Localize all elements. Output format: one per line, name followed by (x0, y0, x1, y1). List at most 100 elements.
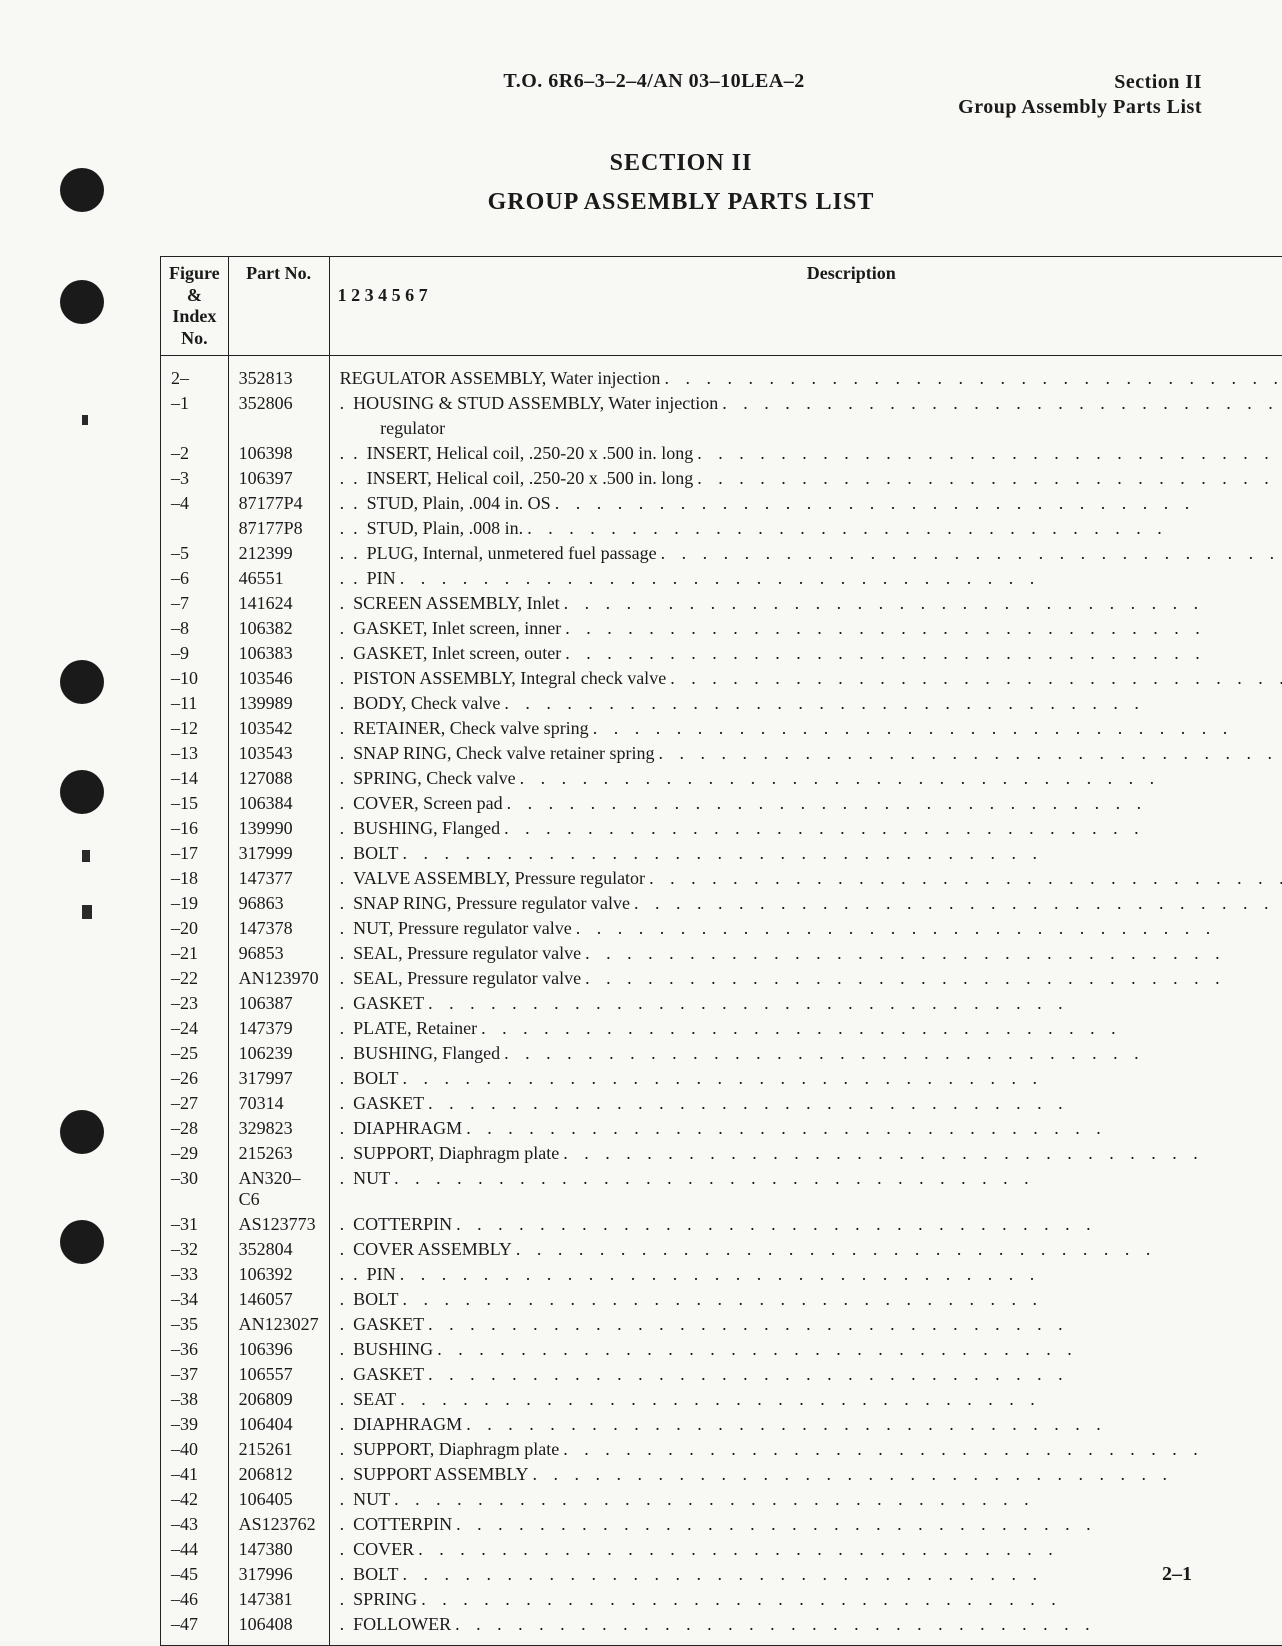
description-text: SEAL, Pressure regulator valve (353, 943, 581, 964)
indent-dots: . (340, 818, 354, 839)
leader-dots: . . . . . . . . . . . . . . . . . . . . … (581, 943, 1282, 964)
binder-hole (60, 770, 104, 814)
cell-description: . . PIN . . . . . . . . . . . . . . . . … (329, 566, 1282, 591)
cell-part-no: 106392 (228, 1262, 329, 1287)
leader-dots: . . . . . . . . . . . . . . . . . . . . … (693, 443, 1282, 464)
cell-part-no: 106398 (228, 441, 329, 466)
cell-index: –4 (161, 491, 229, 516)
cell-description: . . PIN . . . . . . . . . . . . . . . . … (329, 1262, 1282, 1287)
description-text: PLUG, Internal, unmetered fuel passage (367, 543, 657, 564)
table-row: –37106557. GASKET . . . . . . . . . . . … (161, 1362, 1282, 1387)
cell-part-no: AN123970 (228, 966, 329, 991)
indent-dots: . (340, 893, 354, 914)
cell-part-no: 96863 (228, 891, 329, 916)
indent-dots: . (340, 1364, 354, 1385)
table-row: –14127088. SPRING, Check valve . . . . .… (161, 766, 1282, 791)
cell-index: –31 (161, 1212, 229, 1237)
description-text: HOUSING & STUD ASSEMBLY, Water injection (353, 393, 718, 414)
table-row: –23106387. GASKET . . . . . . . . . . . … (161, 991, 1282, 1016)
description-text: BUSHING, Flanged (353, 818, 500, 839)
indent-dots: . (340, 1239, 354, 1260)
cell-index: –28 (161, 1116, 229, 1141)
table-row: –22AN123970. SEAL, Pressure regulator va… (161, 966, 1282, 991)
table-row: –29215263. SUPPORT, Diaphragm plate . . … (161, 1141, 1282, 1166)
leader-dots: . . . . . . . . . . . . . . . . . . . . … (399, 843, 1282, 864)
leader-dots: . . . . . . . . . . . . . . . . . . . . … (396, 1264, 1282, 1285)
description-text: NUT (353, 1489, 390, 1510)
col-header-desc: Description 1 2 3 4 5 6 7 (329, 257, 1282, 356)
description-text: BUSHING (353, 1339, 433, 1360)
cell-index: –7 (161, 591, 229, 616)
cell-index: –41 (161, 1462, 229, 1487)
table-row: –9106383. GASKET, Inlet screen, outer . … (161, 641, 1282, 666)
description-text: SEAT (353, 1389, 396, 1410)
cell-index: –27 (161, 1091, 229, 1116)
leader-dots: . . . . . . . . . . . . . . . . . . . . … (581, 968, 1282, 989)
table-row: regulator (161, 416, 1282, 441)
table-row: –40215261. SUPPORT, Diaphragm plate . . … (161, 1437, 1282, 1462)
leader-dots: . . . . . . . . . . . . . . . . . . . . … (452, 1214, 1282, 1235)
table-row: –38206809. SEAT . . . . . . . . . . . . … (161, 1387, 1282, 1412)
cell-part-no: 147380 (228, 1537, 329, 1562)
leader-dots: . . . . . . . . . . . . . . . . . . . . … (523, 518, 1282, 539)
table-header-row: Figure & Index No. Part No. Description … (161, 257, 1282, 356)
list-title: GROUP ASSEMBLY PARTS LIST (160, 189, 1202, 216)
cell-index: –23 (161, 991, 229, 1016)
leader-dots: . . . . . . . . . . . . . . . . . . . . … (399, 1068, 1282, 1089)
table-row: –30AN320–C6. NUT . . . . . . . . . . . .… (161, 1166, 1282, 1212)
indent-dots: . . (340, 1264, 367, 1285)
indent-dots: . (340, 1389, 354, 1410)
leader-dots: . . . . . . . . . . . . . . . . . . . . … (660, 368, 1282, 389)
cell-part-no: 146057 (228, 1287, 329, 1312)
cell-description: . COVER . . . . . . . . . . . . . . . . … (329, 1537, 1282, 1562)
indent-dots: . (340, 1339, 354, 1360)
cell-index: –6 (161, 566, 229, 591)
cell-part-no: 96853 (228, 941, 329, 966)
description-text: STUD, Plain, .008 in. (367, 518, 524, 539)
desc-header-label: Description (338, 263, 1282, 285)
indent-dots: . (340, 843, 354, 864)
indent-dots: . (340, 918, 354, 939)
cell-description: . BOLT . . . . . . . . . . . . . . . . .… (329, 1066, 1282, 1091)
leader-dots: . . . . . . . . . . . . . . . . . . . . … (500, 693, 1282, 714)
table-row: –2770314. GASKET . . . . . . . . . . . .… (161, 1091, 1282, 1116)
cell-description: . NUT, Pressure regulator valve . . . . … (329, 916, 1282, 941)
table-row: –36106396. BUSHING . . . . . . . . . . .… (161, 1337, 1282, 1362)
cell-description: . NUT . . . . . . . . . . . . . . . . . … (329, 1487, 1282, 1512)
leader-dots: . . . . . . . . . . . . . . . . . . . . … (417, 1589, 1282, 1610)
table-row: –33106392. . PIN . . . . . . . . . . . .… (161, 1262, 1282, 1287)
cell-index: –33 (161, 1262, 229, 1287)
cell-description: . . INSERT, Helical coil, .250-20 x .500… (329, 441, 1282, 466)
cell-part-no: 212399 (228, 541, 329, 566)
section-title: SECTION II (160, 150, 1202, 177)
leader-dots: . . . . . . . . . . . . . . . . . . . . … (451, 1614, 1282, 1635)
cell-index: –8 (161, 616, 229, 641)
cell-index: –36 (161, 1337, 229, 1362)
leader-dots: . . . . . . . . . . . . . . . . . . . . … (424, 1364, 1282, 1385)
cell-description: . SEAL, Pressure regulator valve . . . .… (329, 966, 1282, 991)
description-text: INSERT, Helical coil, .250-20 x .500 in.… (367, 443, 694, 464)
cell-part-no: 106557 (228, 1362, 329, 1387)
leader-dots: . . . . . . . . . . . . . . . . . . . . … (529, 1464, 1282, 1485)
leader-dots: . . . . . . . . . . . . . . . . . . . . … (561, 618, 1282, 639)
leader-dots: . . . . . . . . . . . . . . . . . . . . … (666, 668, 1282, 689)
leader-dots: . . . . . . . . . . . . . . . . . . . . … (414, 1539, 1282, 1560)
cell-index: –46 (161, 1587, 229, 1612)
indent-dots: . (340, 1314, 354, 1335)
description-text: SEAL, Pressure regulator valve (353, 968, 581, 989)
leader-dots: . . . . . . . . . . . . . . . . . . . . … (399, 1289, 1282, 1310)
section-label: Section II (958, 70, 1202, 95)
cell-index: –21 (161, 941, 229, 966)
leader-dots: . . . . . . . . . . . . . . . . . . . . … (560, 593, 1282, 614)
cell-part-no: 106387 (228, 991, 329, 1016)
table-row: –39106404. DIAPHRAGM . . . . . . . . . .… (161, 1412, 1282, 1437)
cell-description: . SUPPORT, Diaphragm plate . . . . . . .… (329, 1141, 1282, 1166)
table-row: –31AS123773. COTTERPIN . . . . . . . . .… (161, 1212, 1282, 1237)
description-text: SNAP RING, Pressure regulator valve (353, 893, 630, 914)
cell-index (161, 516, 229, 541)
cell-part-no: 139990 (228, 816, 329, 841)
description-text: SNAP RING, Check valve retainer spring (353, 743, 654, 764)
indent-dots: . (340, 868, 354, 889)
table-row: –487177P4. . STUD, Plain, .004 in. OS . … (161, 491, 1282, 516)
indent-dots: . (340, 1018, 354, 1039)
